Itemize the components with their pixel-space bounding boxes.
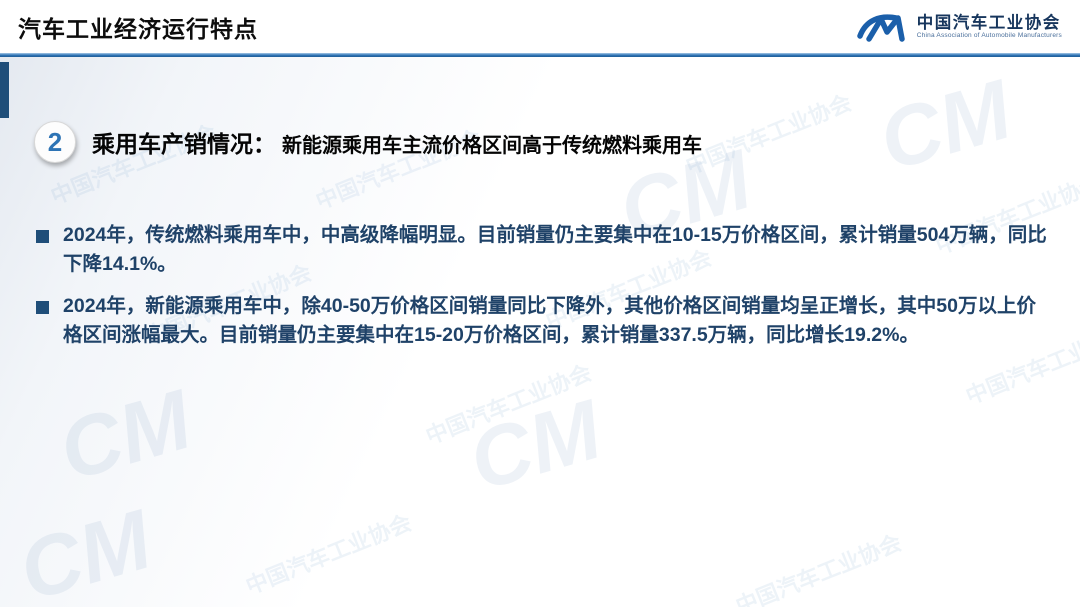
watermark-text: 中国汽车工业协会: [422, 359, 595, 449]
slide-body: 中国汽车工业协会 中国汽车工业协会 中国汽车工业协会 中国汽车工业协会 中国汽车工业协会…: [0, 57, 1080, 607]
slide-title: 汽车工业经济运行特点: [18, 15, 258, 42]
bullet-item-1: 2024年，传统燃料乘用车中，中高级降幅明显。目前销量仍主要集中在10-15万价…: [36, 221, 1050, 280]
bullet-square-icon: [36, 230, 49, 243]
watermark-text: 中国汽车工业协会: [732, 529, 905, 607]
watermark-logo-mark: CM: [49, 371, 201, 499]
header: 汽车工业经济运行特点 中国汽车工业协会 China Association of…: [0, 0, 1080, 53]
accent-bar: [0, 62, 9, 118]
watermark-text: 中国汽车工业协会: [242, 509, 415, 599]
section-title: 乘用车产销情况：: [92, 131, 276, 157]
logo-org-name-cn: 中国汽车工业协会: [916, 13, 1061, 32]
section-heading: 2 乘用车产销情况： 新能源乘用车主流价格区间高于传统燃料乘用车: [34, 121, 1080, 163]
bullet-item-2: 2024年，新能源乘用车中，除40-50万价格区间销量同比下降外，其他价格区间销…: [36, 292, 1050, 351]
section-subtitle: 新能源乘用车主流价格区间高于传统燃料乘用车: [282, 135, 702, 157]
watermark-logo-mark: CM: [459, 381, 611, 509]
header-divider: [0, 53, 1080, 57]
caam-logo-mark-icon: [857, 14, 905, 42]
watermark-logo-mark: CM: [9, 491, 161, 607]
logo-org-name-en: China Association of Automobile Manufact…: [916, 32, 1062, 40]
bullet-text-1: 2024年，传统燃料乘用车中，中高级降幅明显。目前销量仍主要集中在10-15万价…: [63, 224, 1047, 276]
section-title-row: 乘用车产销情况： 新能源乘用车主流价格区间高于传统燃料乘用车: [92, 125, 702, 159]
bullet-square-icon: [36, 300, 49, 314]
section-number-badge: 2: [34, 121, 76, 163]
caam-logo: 中国汽车工业协会 China Association of Automobile…: [855, 12, 1062, 42]
bullet-list: 2024年，传统燃料乘用车中，中高级降幅明显。目前销量仍主要集中在10-15万价…: [36, 221, 1050, 350]
bullet-text-2: 2024年，新能源乘用车中，除40-50万价格区间销量同比下降外，其他价格区间销…: [63, 294, 1036, 346]
